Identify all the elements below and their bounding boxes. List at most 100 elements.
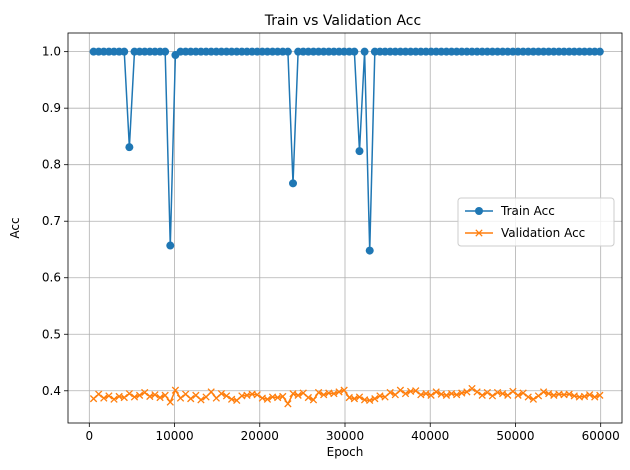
- legend-swatch-marker: [475, 229, 483, 237]
- data-point: [161, 47, 170, 56]
- legend-label: Validation Acc: [501, 226, 585, 240]
- data-point: [161, 391, 169, 399]
- data-point: [539, 388, 548, 396]
- data-point: [304, 393, 313, 402]
- data-point: [166, 241, 175, 250]
- data-point: [524, 393, 532, 401]
- data-point: [580, 392, 589, 401]
- data-point: [591, 393, 599, 401]
- data-point: [488, 392, 497, 400]
- data-point: [253, 391, 261, 399]
- data-point: [514, 391, 522, 399]
- y-tick-label: 0.9: [42, 101, 61, 115]
- legend-label: Train Acc: [500, 204, 555, 218]
- data-point: [166, 398, 174, 406]
- data-point: [125, 143, 134, 152]
- data-point: [100, 394, 108, 402]
- data-point: [105, 392, 113, 400]
- legend-box: [457, 197, 615, 247]
- x-axis-ticks: 0 10000 20000 30000 40000 50000 60000: [85, 423, 620, 443]
- data-point: [386, 388, 394, 397]
- data-point: [294, 391, 302, 399]
- data-point: [279, 392, 287, 401]
- series-0: [89, 47, 604, 255]
- data-point: [534, 392, 543, 400]
- data-point: [284, 400, 292, 408]
- legend-swatch-marker: [475, 207, 483, 215]
- data-point: [141, 388, 149, 397]
- y-axis-label: Acc: [8, 217, 22, 238]
- data-point: [130, 393, 139, 401]
- y-tick-label: 0.4: [42, 384, 61, 398]
- data-point: [289, 179, 298, 188]
- data-point: [314, 388, 323, 397]
- data-point: [595, 47, 604, 56]
- x-tick-label: 30000: [326, 429, 364, 443]
- y-tick-label: 1.0: [42, 45, 61, 59]
- data-point: [442, 391, 451, 399]
- data-point: [483, 388, 491, 397]
- data-point: [585, 391, 594, 399]
- y-tick-label: 0.7: [42, 214, 61, 228]
- data-point: [207, 388, 215, 396]
- data-point: [360, 47, 369, 56]
- data-point: [309, 396, 318, 404]
- y-tick-label: 0.5: [42, 327, 61, 341]
- data-point: [197, 396, 205, 404]
- data-point: [110, 395, 118, 403]
- data-point: [283, 47, 292, 56]
- data-point: [156, 393, 164, 402]
- data-point: [422, 389, 430, 398]
- data-point: [596, 391, 604, 399]
- data-point: [519, 389, 527, 397]
- data-point: [217, 389, 226, 398]
- data-point: [171, 386, 180, 394]
- data-point: [146, 392, 154, 401]
- data-point: [366, 396, 374, 405]
- series-1: [89, 384, 604, 408]
- plot-series: [89, 47, 604, 408]
- data-point: [135, 391, 144, 399]
- data-point: [473, 388, 481, 396]
- data-point: [427, 391, 435, 399]
- data-point: [350, 395, 359, 403]
- y-tick-label: 0.6: [42, 271, 61, 285]
- x-tick-label: 10000: [155, 429, 193, 443]
- data-point: [412, 387, 420, 395]
- data-point: [263, 395, 272, 403]
- data-point: [125, 389, 134, 398]
- data-point: [340, 386, 348, 394]
- legend: Train Acc Validation Acc: [457, 197, 615, 247]
- data-point: [289, 389, 297, 398]
- data-point: [176, 394, 185, 402]
- data-point: [452, 391, 461, 399]
- data-point: [355, 393, 364, 401]
- data-point: [350, 47, 359, 56]
- data-point: [320, 391, 328, 399]
- data-point: [468, 384, 476, 393]
- y-axis-ticks: 0.4 0.5 0.6 0.7 0.8 0.9 1.0: [42, 45, 68, 398]
- data-point: [371, 395, 379, 403]
- data-point: [499, 389, 507, 398]
- data-point: [335, 388, 343, 396]
- data-point: [565, 390, 573, 398]
- data-point: [330, 389, 338, 398]
- data-point: [529, 395, 538, 403]
- chart-title: Train vs Validation Acc: [264, 13, 421, 29]
- data-point: [509, 387, 517, 396]
- data-point: [432, 388, 440, 396]
- x-tick-label: 40000: [411, 429, 449, 443]
- data-point: [478, 391, 486, 399]
- data-point: [120, 47, 129, 56]
- x-tick-label: 60000: [582, 429, 620, 443]
- x-tick-label: 0: [85, 429, 93, 443]
- x-tick-label: 20000: [241, 429, 279, 443]
- data-point: [222, 392, 231, 400]
- data-point: [95, 390, 103, 398]
- data-point: [120, 393, 128, 402]
- data-point: [463, 388, 471, 396]
- data-point: [151, 391, 159, 399]
- data-point: [545, 389, 553, 398]
- y-tick-label: 0.8: [42, 158, 61, 172]
- data-point: [187, 395, 195, 403]
